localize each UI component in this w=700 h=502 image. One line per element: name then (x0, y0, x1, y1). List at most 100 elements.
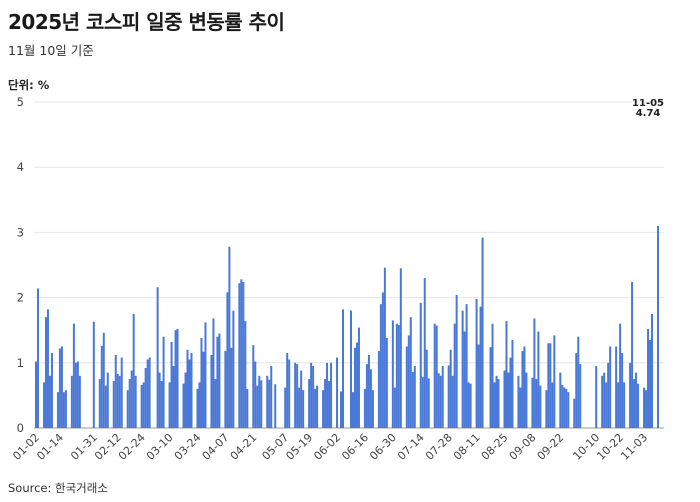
bar (365, 364, 368, 428)
bar (132, 313, 135, 428)
bar (98, 379, 101, 428)
bar (48, 375, 51, 428)
bar (405, 346, 408, 428)
bar (126, 390, 129, 428)
bar (288, 359, 291, 428)
bar (369, 369, 372, 428)
x-tick-label: 06-02 (311, 431, 343, 463)
bar (533, 318, 536, 428)
bar (447, 365, 450, 428)
bar (379, 304, 382, 428)
bar (355, 342, 358, 428)
bar (493, 382, 496, 428)
bar (491, 323, 494, 428)
bar (523, 346, 526, 428)
bar (349, 310, 352, 428)
bar (563, 387, 566, 428)
bar (475, 298, 478, 428)
bar (497, 379, 500, 428)
bar (449, 349, 452, 428)
bar (130, 370, 133, 428)
bars (35, 225, 659, 428)
bar (439, 375, 442, 428)
bar (549, 343, 552, 428)
bar (162, 336, 165, 428)
chart-title: 2025년 코스피 일중 변동률 추이 (8, 10, 285, 34)
bar (296, 364, 299, 428)
bar (605, 382, 608, 428)
bar (455, 294, 458, 428)
bar (238, 283, 241, 428)
bar (314, 388, 317, 428)
x-tick-label: 03-24 (172, 431, 204, 463)
bar (567, 392, 570, 428)
bar (35, 361, 37, 428)
bar (70, 375, 73, 428)
bar (367, 354, 370, 428)
bar (168, 382, 171, 428)
bar (433, 323, 436, 428)
bar (577, 336, 580, 428)
bar (188, 359, 191, 428)
bar (226, 292, 229, 428)
y-tick-label: 0 (17, 421, 24, 435)
bar (114, 354, 117, 428)
bar (521, 351, 524, 428)
bar (425, 349, 428, 428)
bar (260, 380, 263, 428)
bar (72, 323, 75, 428)
bar (617, 382, 620, 428)
x-tick-label: 07-14 (395, 431, 427, 463)
bar (128, 379, 131, 428)
bar (357, 327, 360, 428)
bar (240, 279, 243, 428)
bar (92, 321, 95, 428)
bar (218, 333, 221, 428)
bar (351, 392, 354, 428)
bar (212, 318, 215, 428)
bar (268, 379, 271, 428)
x-tick-label: 04-07 (200, 431, 232, 463)
bar (182, 383, 185, 428)
bar (399, 268, 402, 428)
bar (637, 383, 640, 428)
bar (312, 366, 315, 428)
bar (258, 375, 261, 428)
bar (477, 344, 480, 428)
bar (573, 398, 576, 428)
bar (302, 390, 305, 428)
bar (198, 382, 201, 428)
bar (174, 330, 177, 428)
bar (112, 381, 115, 428)
bar (393, 387, 396, 428)
bar (74, 362, 77, 428)
bar (330, 362, 333, 428)
bar (649, 339, 652, 428)
bar (196, 388, 199, 428)
bar (489, 347, 492, 428)
bar (651, 313, 654, 428)
bar (158, 372, 161, 428)
bar (140, 384, 143, 428)
bar (503, 370, 506, 428)
bar (363, 388, 366, 428)
bar (202, 351, 205, 428)
bar (531, 377, 534, 428)
bar (256, 385, 259, 428)
bar (517, 375, 520, 428)
bar (575, 353, 578, 428)
bar (423, 278, 426, 428)
bar (607, 362, 610, 428)
bar (633, 379, 636, 428)
bar (142, 382, 145, 428)
x-tick-label: 06-30 (367, 431, 399, 463)
bar (411, 371, 414, 428)
bar (579, 364, 582, 428)
bar (134, 375, 137, 428)
bar (545, 390, 548, 428)
bar (336, 357, 339, 428)
bar (230, 347, 233, 428)
y-tick-label: 1 (17, 356, 24, 370)
bar (419, 302, 422, 428)
